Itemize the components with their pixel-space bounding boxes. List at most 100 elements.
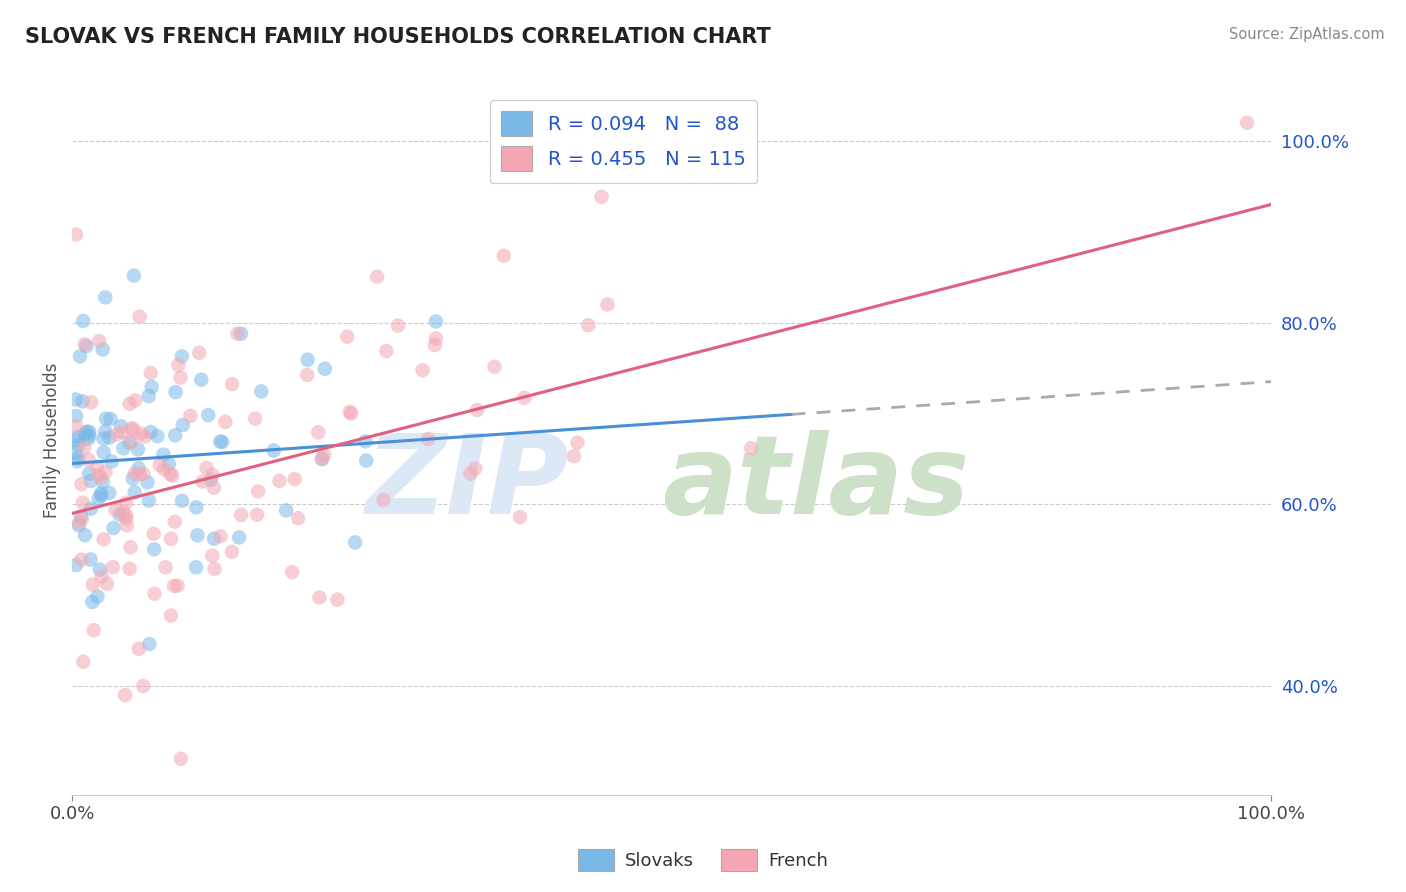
- Point: [139, 366, 162, 380]
- Point: [65, 392, 87, 407]
- Point: [79, 429, 101, 443]
- Point: [118, 435, 141, 450]
- Point: [287, 511, 309, 525]
- Point: [465, 403, 488, 417]
- Point: [229, 326, 252, 341]
- Point: [66, 454, 89, 468]
- Point: [159, 467, 181, 481]
- Point: [170, 493, 193, 508]
- Point: [120, 541, 142, 555]
- Point: [90, 488, 112, 502]
- Point: [250, 384, 273, 399]
- Point: [77, 432, 100, 446]
- Point: [86, 459, 108, 474]
- Point: [297, 352, 319, 367]
- Text: SLOVAK VS FRENCH FAMILY HOUSEHOLDS CORRELATION CHART: SLOVAK VS FRENCH FAMILY HOUSEHOLDS CORRE…: [25, 27, 770, 46]
- Point: [204, 562, 226, 576]
- Point: [464, 461, 486, 475]
- Point: [172, 418, 194, 433]
- Point: [160, 608, 183, 623]
- Point: [128, 310, 150, 324]
- Point: [98, 430, 121, 444]
- Point: [122, 422, 145, 436]
- Point: [186, 528, 208, 542]
- Point: [121, 421, 143, 435]
- Point: [214, 415, 236, 429]
- Point: [75, 425, 97, 439]
- Point: [79, 552, 101, 566]
- Point: [121, 435, 143, 450]
- Point: [247, 484, 270, 499]
- Point: [73, 337, 96, 351]
- Point: [65, 433, 87, 447]
- Point: [96, 577, 118, 591]
- Point: [128, 641, 150, 656]
- Point: [87, 491, 110, 506]
- Point: [375, 344, 398, 359]
- Point: [166, 579, 188, 593]
- Point: [366, 269, 388, 284]
- Point: [263, 443, 285, 458]
- Point: [94, 425, 117, 439]
- Point: [170, 350, 193, 364]
- Point: [124, 467, 146, 481]
- Point: [170, 752, 193, 766]
- Point: [740, 441, 762, 455]
- Point: [65, 418, 87, 433]
- Legend: Slovaks, French: Slovaks, French: [571, 842, 835, 879]
- Point: [509, 510, 531, 524]
- Point: [73, 427, 96, 442]
- Point: [136, 475, 159, 490]
- Point: [118, 562, 141, 576]
- Point: [231, 508, 253, 522]
- Point: [93, 445, 115, 459]
- Point: [492, 249, 515, 263]
- Point: [152, 448, 174, 462]
- Point: [562, 449, 585, 463]
- Point: [114, 688, 136, 702]
- Point: [121, 472, 143, 486]
- Point: [98, 486, 121, 500]
- Point: [143, 542, 166, 557]
- Point: [344, 535, 367, 549]
- Point: [118, 397, 141, 411]
- Point: [66, 451, 89, 466]
- Text: ZIP: ZIP: [366, 430, 569, 537]
- Point: [87, 467, 110, 482]
- Point: [89, 470, 111, 484]
- Point: [190, 373, 212, 387]
- Point: [94, 411, 117, 425]
- Point: [311, 452, 333, 467]
- Point: [307, 425, 329, 440]
- Point: [591, 190, 613, 204]
- Point: [105, 427, 128, 442]
- Point: [138, 493, 160, 508]
- Point: [111, 425, 134, 439]
- Point: [100, 454, 122, 468]
- Point: [425, 314, 447, 328]
- Point: [82, 595, 104, 609]
- Point: [103, 521, 125, 535]
- Point: [77, 425, 100, 439]
- Point: [132, 467, 155, 481]
- Point: [209, 529, 232, 543]
- Point: [165, 428, 187, 442]
- Point: [209, 434, 232, 449]
- Point: [122, 268, 145, 283]
- Point: [82, 577, 104, 591]
- Point: [80, 474, 103, 488]
- Point: [124, 485, 146, 500]
- Point: [72, 394, 94, 409]
- Point: [115, 518, 138, 533]
- Point: [163, 579, 186, 593]
- Point: [576, 318, 599, 333]
- Point: [112, 505, 135, 519]
- Point: [269, 474, 291, 488]
- Point: [314, 448, 336, 462]
- Point: [143, 587, 166, 601]
- Y-axis label: Family Households: Family Households: [44, 363, 60, 518]
- Point: [281, 565, 304, 579]
- Point: [94, 465, 117, 479]
- Point: [339, 405, 361, 419]
- Point: [73, 528, 96, 542]
